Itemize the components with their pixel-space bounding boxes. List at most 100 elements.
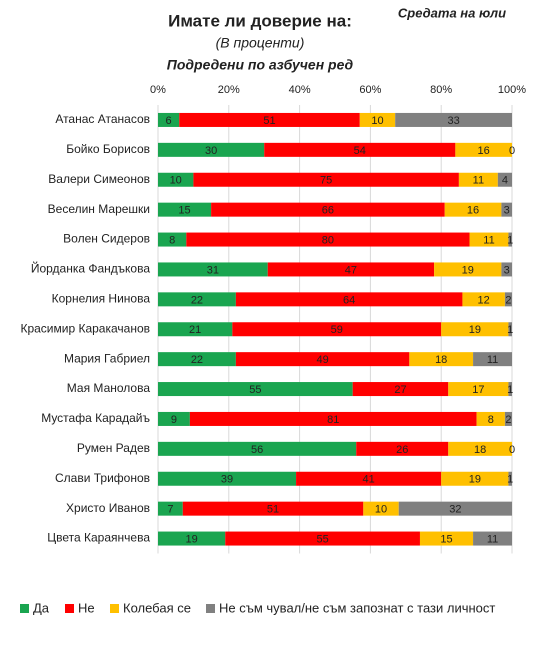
bar-segment — [508, 382, 512, 397]
bar-segment — [193, 172, 459, 187]
value-label: 19 — [469, 474, 481, 486]
bar-segment — [158, 352, 236, 367]
bar-segment — [455, 142, 512, 157]
x-tick-label: 100% — [498, 84, 526, 96]
legend-swatch — [65, 604, 74, 613]
bar-segment — [473, 531, 512, 546]
value-label: 1 — [507, 384, 513, 396]
category-label: Христо Иванов — [66, 501, 150, 515]
value-label: 8 — [169, 234, 175, 246]
bar-segment — [267, 262, 435, 277]
value-label: 55 — [249, 384, 261, 396]
bar-segment — [444, 202, 502, 217]
value-label: 54 — [354, 145, 366, 157]
value-label: 17 — [472, 384, 484, 396]
bar-segment — [434, 262, 502, 277]
category-label: Атанас Атанасов — [55, 112, 150, 126]
bar-segment — [158, 531, 226, 546]
value-label: 19 — [462, 264, 474, 276]
bar-segment — [398, 501, 512, 516]
legend-swatch — [206, 604, 215, 613]
category-label: Мария Габриел — [64, 351, 150, 365]
bar-segment — [448, 382, 509, 397]
bar-segment — [158, 411, 190, 426]
bar-segment — [158, 172, 194, 187]
corner-note: Средата на юли — [398, 5, 506, 20]
value-label: 10 — [371, 115, 383, 127]
bar-segment — [469, 232, 509, 247]
value-label: 51 — [263, 115, 275, 127]
value-label: 22 — [191, 354, 203, 366]
value-label: 80 — [322, 234, 334, 246]
legend-label: Не съм чувал/не съм запознат с тази личн… — [219, 600, 495, 615]
bar-segment — [158, 501, 183, 516]
bar-segment — [211, 202, 445, 217]
value-label: 21 — [189, 324, 201, 336]
bar-segment — [186, 232, 470, 247]
bar-segment — [501, 202, 512, 217]
bar-segment — [363, 501, 399, 516]
legend-label: Да — [33, 600, 50, 615]
bar-segment — [504, 411, 512, 426]
value-label: 6 — [166, 115, 172, 127]
value-label: 11 — [483, 234, 494, 246]
bar-segment — [158, 441, 357, 456]
value-label: 32 — [449, 504, 461, 516]
x-tick-label: 20% — [218, 84, 240, 96]
value-label: 49 — [316, 354, 328, 366]
value-label: 10 — [375, 504, 387, 516]
bar-segment — [395, 112, 512, 127]
chart-title: Имате ли доверие на: — [168, 11, 352, 30]
value-label: 39 — [221, 474, 233, 486]
value-label: 3 — [504, 264, 510, 276]
value-label: 16 — [467, 205, 479, 217]
bar-segment — [441, 471, 509, 486]
legend-swatch — [110, 604, 119, 613]
value-label: 31 — [207, 264, 219, 276]
bar-segment — [182, 501, 364, 516]
bar-segment — [158, 112, 180, 127]
value-label: 55 — [316, 533, 328, 545]
bar-segment — [473, 352, 512, 367]
bar-segment — [189, 411, 477, 426]
value-label: 1 — [507, 474, 513, 486]
value-label: 19 — [469, 324, 481, 336]
bar-segment — [158, 232, 187, 247]
bar-segment — [458, 172, 498, 187]
value-label: 19 — [186, 533, 198, 545]
value-label: 1 — [507, 234, 513, 246]
bar-segment — [179, 112, 360, 127]
bar-segment — [497, 172, 512, 187]
legend-swatch — [20, 604, 29, 613]
x-tick-label: 60% — [359, 84, 381, 96]
value-label: 56 — [251, 444, 263, 456]
value-label: 64 — [343, 294, 355, 306]
value-label: 2 — [505, 414, 511, 426]
bar-segment — [508, 322, 512, 337]
bar-segment — [508, 232, 512, 247]
category-label: Валери Симеонов — [48, 172, 150, 186]
value-label: 11 — [473, 175, 484, 187]
value-label: 66 — [322, 205, 334, 217]
value-label: 75 — [320, 175, 332, 187]
x-tick-label: 0% — [150, 84, 166, 96]
bar-segment — [264, 142, 456, 157]
category-label: Волен Сидеров — [63, 232, 150, 246]
category-label: Веселин Марешки — [48, 202, 150, 216]
value-label: 81 — [327, 414, 339, 426]
bar-segment — [501, 262, 512, 277]
x-tick-label: 80% — [430, 84, 452, 96]
value-label: 30 — [205, 145, 217, 157]
bar-segment — [448, 441, 512, 456]
value-label: 11 — [487, 533, 498, 545]
bar-segment — [158, 471, 297, 486]
legend-label: Колебая се — [123, 600, 191, 615]
bar-segment — [462, 292, 505, 307]
value-label: 8 — [488, 414, 494, 426]
value-label: 18 — [435, 354, 447, 366]
value-label: 26 — [396, 444, 408, 456]
value-label: 9 — [171, 414, 177, 426]
bar-segment — [476, 411, 505, 426]
bar-segment — [296, 471, 442, 486]
